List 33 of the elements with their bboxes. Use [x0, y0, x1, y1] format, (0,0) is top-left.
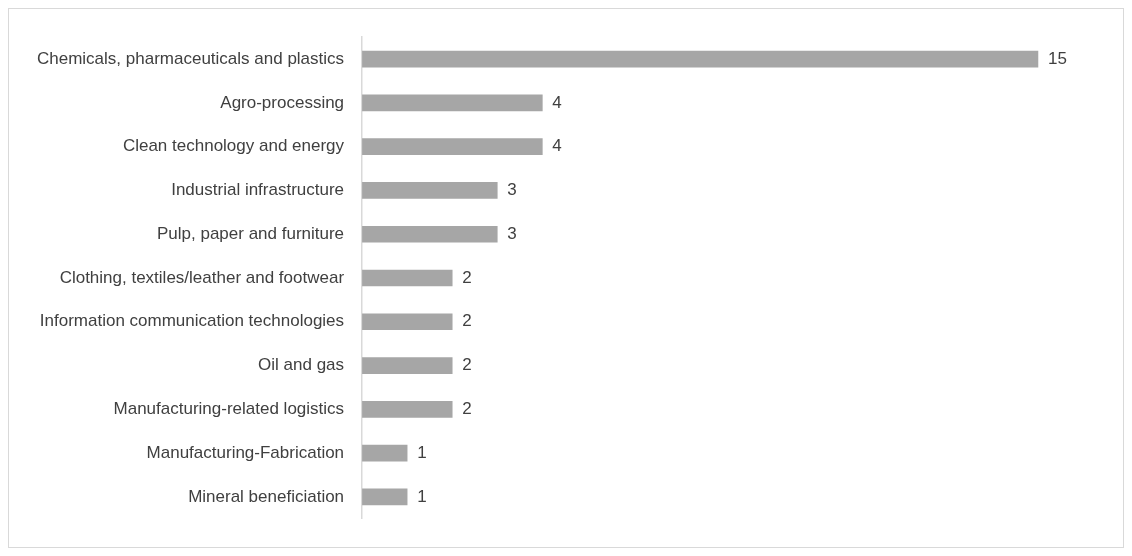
data-label: 15 [1047, 48, 1067, 68]
y-tick-label: Agro-processing [220, 92, 345, 112]
data-label: 2 [462, 267, 472, 287]
bar [362, 182, 498, 199]
data-label: 2 [462, 399, 472, 419]
data-label: 2 [462, 311, 472, 331]
bar [362, 313, 453, 331]
y-tick-label: Clean technology and energy [122, 136, 345, 156]
bar [362, 50, 1039, 68]
y-tick-label: Information communication technologies [39, 311, 345, 331]
y-tick-label: Manufacturing-Fabrication [146, 442, 345, 462]
y-tick-label: Clothing, textiles/leather and footwear [59, 267, 345, 287]
y-tick-label: Manufacturing-related logistics [113, 399, 345, 419]
bar [362, 138, 543, 155]
bar [362, 488, 408, 506]
data-label: 4 [552, 92, 562, 112]
y-tick-label: Industrial infrastructure [171, 180, 345, 200]
data-label: 3 [507, 180, 517, 200]
data-label: 2 [462, 355, 472, 375]
bar [362, 225, 498, 243]
bar [362, 444, 408, 462]
data-label: 4 [552, 136, 562, 156]
bar [362, 401, 453, 418]
y-tick-label: Mineral beneficiation [188, 486, 345, 506]
data-label: 1 [417, 486, 427, 506]
bar [362, 269, 453, 287]
bar [362, 357, 453, 374]
bar [362, 94, 543, 112]
y-tick-label: Pulp, paper and furniture [156, 223, 345, 243]
y-tick-label: Oil and gas [258, 355, 345, 375]
y-tick-label: Chemicals, pharmaceuticals and plastics [36, 48, 345, 68]
data-label: 1 [417, 442, 427, 462]
data-label: 3 [507, 223, 517, 243]
